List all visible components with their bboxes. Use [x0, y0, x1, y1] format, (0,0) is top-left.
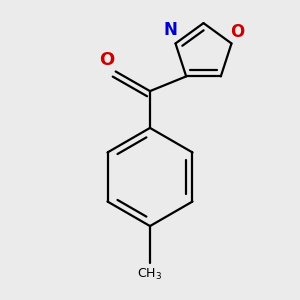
- Text: N: N: [164, 21, 178, 39]
- Text: O: O: [230, 23, 245, 41]
- Text: O: O: [99, 51, 115, 69]
- Text: CH$_3$: CH$_3$: [137, 267, 163, 282]
